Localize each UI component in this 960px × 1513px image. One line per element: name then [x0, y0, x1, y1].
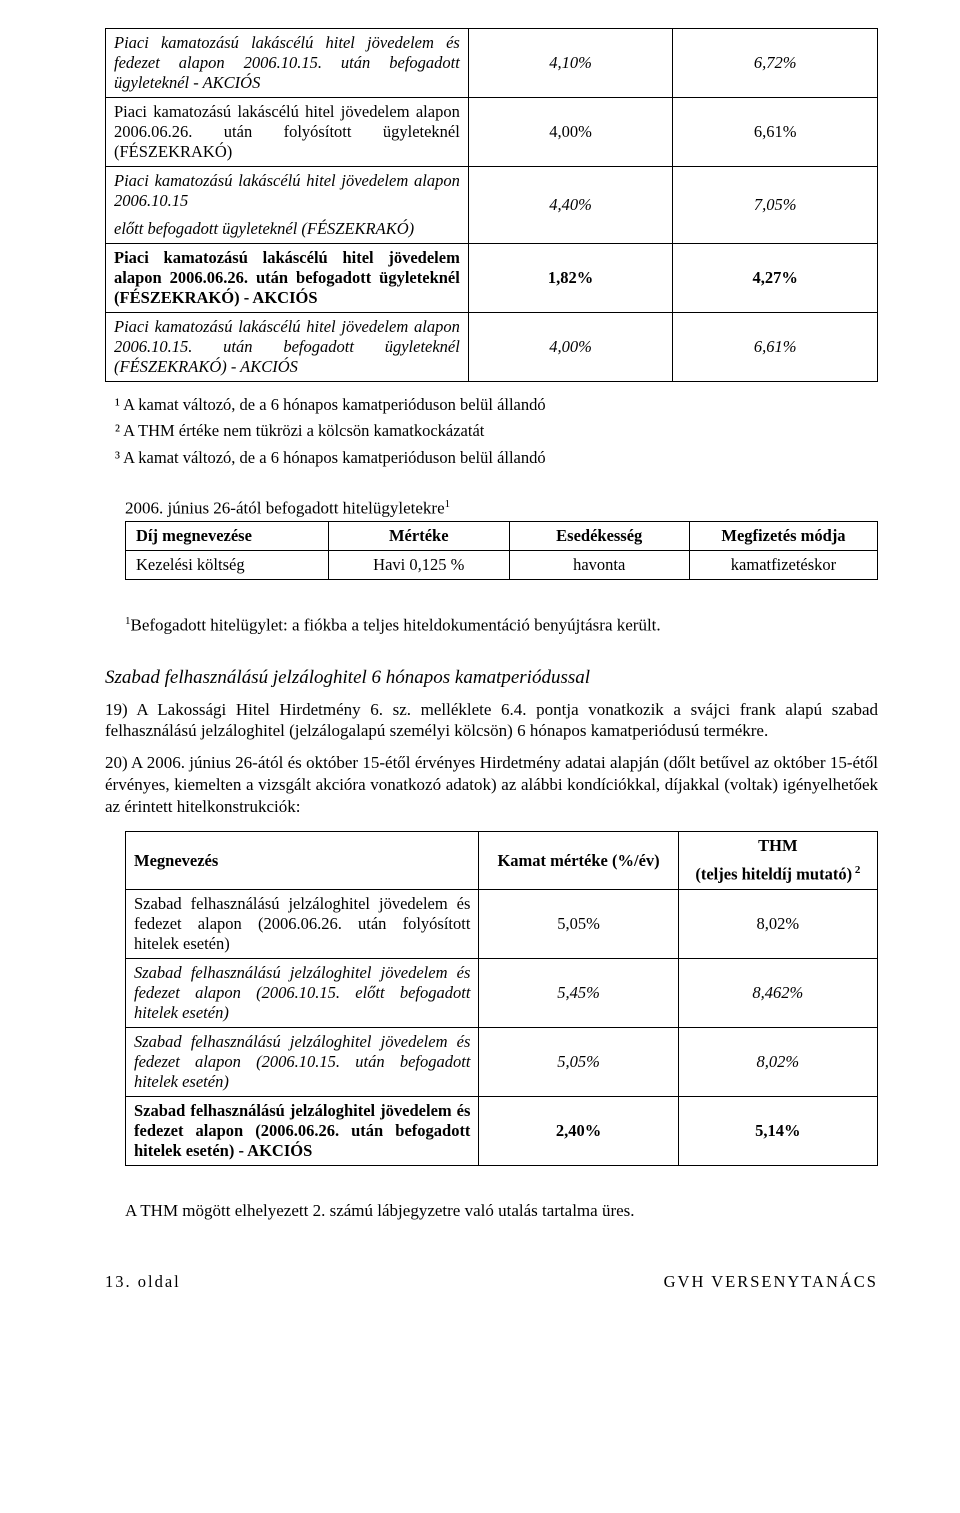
- fees-row: Kezelési költség Havi 0,125 % havonta ka…: [126, 551, 878, 580]
- rate-name-cell: Piaci kamatozású lakáscélú hitel jövedel…: [106, 244, 469, 313]
- rate-value2-cell: 7,05%: [673, 167, 878, 244]
- rate-value2-cell: 6,61%: [673, 98, 878, 167]
- t2-h3b: (teljes hiteldíj mutató) 2: [678, 860, 877, 889]
- rate-value1-cell: 4,00%: [468, 313, 673, 382]
- t2-name-cell: Szabad felhasználású jelzáloghitel jöved…: [126, 1027, 479, 1096]
- paragraph-19: 19) A Lakossági Hitel Hirdetmény 6. sz. …: [105, 699, 878, 743]
- table-row: Szabad felhasználású jelzáloghitel jöved…: [126, 1027, 878, 1096]
- footer-page-number: 13. oldal: [105, 1272, 181, 1292]
- t2-h3a: THM: [678, 832, 877, 861]
- rates-table-2: Megnevezés Kamat mértéke (%/év) THM (tel…: [125, 831, 878, 1166]
- footnote-1: ¹ A kamat változó, de a 6 hónapos kamatp…: [115, 394, 878, 416]
- rate-value1-cell: 4,10%: [468, 29, 673, 98]
- table-row: Szabad felhasználású jelzáloghitel jöved…: [126, 1096, 878, 1165]
- rate-value2-cell: 6,72%: [673, 29, 878, 98]
- t2-h1: Megnevezés: [126, 832, 479, 890]
- rate-value1-cell: 1,82%: [468, 244, 673, 313]
- fees-caption-sup: 1: [445, 498, 451, 510]
- page-footer: 13. oldal GVH VERSENYTANÁCS: [105, 1272, 878, 1292]
- fees-caption: 2006. június 26-ától befogadott hitelügy…: [105, 497, 878, 519]
- rate-name-cell: Piaci kamatozású lakáscélú hitel jövedel…: [106, 98, 469, 167]
- fees-c1: Kezelési költség: [126, 551, 329, 580]
- t2-value2-cell: 8,02%: [678, 889, 877, 958]
- fees-h4: Megfizetés módja: [689, 522, 877, 551]
- t2-value1-cell: 2,40%: [479, 1096, 678, 1165]
- table-row: Piaci kamatozású lakáscélú hitel jövedel…: [106, 167, 878, 244]
- fees-table: Díj megnevezése Mértéke Esedékesség Megf…: [125, 521, 878, 580]
- rate-value2-cell: 6,61%: [673, 313, 878, 382]
- page: Piaci kamatozású lakáscélú hitel jövedel…: [0, 0, 960, 1332]
- t2-value2-cell: 8,462%: [678, 958, 877, 1027]
- table-row: Piaci kamatozású lakáscélú hitel jövedel…: [106, 98, 878, 167]
- rate-name-cell: Piaci kamatozású lakáscélú hitel jövedel…: [106, 29, 469, 98]
- t2-header-row1: Megnevezés Kamat mértéke (%/év) THM: [126, 832, 878, 861]
- table-row: Szabad felhasználású jelzáloghitel jöved…: [126, 889, 878, 958]
- t2-value1-cell: 5,05%: [479, 1027, 678, 1096]
- footnote-3: ³ A kamat változó, de a 6 hónapos kamatp…: [115, 447, 878, 469]
- table-row: Piaci kamatozású lakáscélú hitel jövedel…: [106, 313, 878, 382]
- fees-c3: havonta: [509, 551, 689, 580]
- t2-value2-cell: 8,02%: [678, 1027, 877, 1096]
- paragraph-20: 20) A 2006. június 26-ától és október 15…: [105, 752, 878, 817]
- rate-value1-cell: 4,40%: [468, 167, 673, 244]
- footnote-2: ² A THM értéke nem tükrözi a kölcsön kam…: [115, 420, 878, 442]
- fees-h1: Díj megnevezése: [126, 522, 329, 551]
- t2-value1-cell: 5,05%: [479, 889, 678, 958]
- rate-value2-cell: 4,27%: [673, 244, 878, 313]
- t2-h3b-text: (teljes hiteldíj mutató): [695, 865, 852, 884]
- t2-value2-cell: 5,14%: [678, 1096, 877, 1165]
- fees-caption-text: 2006. június 26-ától befogadott hitelügy…: [125, 498, 445, 517]
- fees-h3: Esedékesség: [509, 522, 689, 551]
- t2-h3b-sup: 2: [852, 864, 860, 876]
- t2-name-cell: Szabad felhasználású jelzáloghitel jöved…: [126, 889, 479, 958]
- fees-c2: Havi 0,125 %: [329, 551, 509, 580]
- table-row: Szabad felhasználású jelzáloghitel jöved…: [126, 958, 878, 1027]
- footer-org: GVH VERSENYTANÁCS: [664, 1272, 878, 1292]
- rate-value1-cell: 4,00%: [468, 98, 673, 167]
- fees-h2: Mértéke: [329, 522, 509, 551]
- rates-table-1: Piaci kamatozású lakáscélú hitel jövedel…: [105, 28, 878, 382]
- section-heading: Szabad felhasználású jelzáloghitel 6 hón…: [105, 667, 878, 689]
- t2-h2: Kamat mértéke (%/év): [479, 832, 678, 890]
- fees-c4: kamatfizetéskor: [689, 551, 877, 580]
- t2-name-cell: Szabad felhasználású jelzáloghitel jöved…: [126, 958, 479, 1027]
- rate-name-cell: Piaci kamatozású lakáscélú hitel jövedel…: [106, 167, 469, 244]
- t2-name-cell: Szabad felhasználású jelzáloghitel jöved…: [126, 1096, 479, 1165]
- table-row: Piaci kamatozású lakáscélú hitel jövedel…: [106, 244, 878, 313]
- closing-text: A THM mögött elhelyezett 2. számú lábjeg…: [105, 1200, 878, 1222]
- t2-value1-cell: 5,45%: [479, 958, 678, 1027]
- footnotes-block: ¹ A kamat változó, de a 6 hónapos kamatp…: [105, 394, 878, 469]
- footnote-befogadott: 1Befogadott hitelügylet: a fiókba a telj…: [105, 614, 878, 636]
- fees-header-row: Díj megnevezése Mértéke Esedékesség Megf…: [126, 522, 878, 551]
- footnote-befogadott-text: Befogadott hitelügylet: a fiókba a telje…: [131, 616, 661, 635]
- rate-name-cell: Piaci kamatozású lakáscélú hitel jövedel…: [106, 313, 469, 382]
- table-row: Piaci kamatozású lakáscélú hitel jövedel…: [106, 29, 878, 98]
